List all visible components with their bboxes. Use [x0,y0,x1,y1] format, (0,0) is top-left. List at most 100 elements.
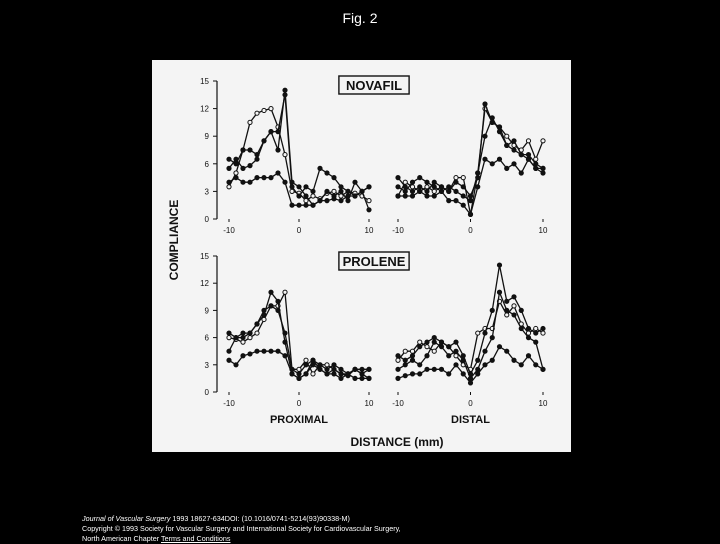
data-point [446,344,452,350]
series-line [397,264,544,376]
data-point [296,366,302,372]
data-point [275,298,281,304]
data-point [303,357,309,363]
data-point [240,330,246,336]
data-point [525,138,532,144]
data-point [417,184,423,190]
data-point [275,307,281,313]
data-point [533,330,539,336]
data-point [504,307,510,313]
y-tick-label: 15 [200,77,209,86]
data-point [366,375,372,381]
data-point [438,339,445,345]
data-point [417,362,423,368]
citation-footer: Journal of Vascular Surgery 1993 18627-6… [82,514,712,543]
data-point [359,366,365,372]
figure-title: Fig. 2 [342,10,378,26]
data-point [289,202,295,208]
data-point [275,348,281,354]
x-tick-label: 0 [468,226,473,235]
data-point [282,152,288,158]
data-point [511,312,517,318]
y-tick-label: 9 [205,306,210,315]
data-point [324,170,330,176]
data-point [431,188,437,194]
data-point [475,366,481,372]
data-point [317,198,323,204]
copyright-line: Copyright © 1993 Society for Vascular Su… [82,524,401,533]
data-point [525,156,532,162]
data-point [233,335,239,341]
data-point [540,330,546,336]
data-point [460,184,466,190]
data-point [331,362,337,368]
data-point [525,330,532,336]
data-point [331,196,337,202]
data-point [409,184,416,190]
shared-x-axis-label: DISTANCE (mm) [350,435,443,449]
data-point [489,115,495,121]
compliance-chart: 0 3 6 9 12 15 NOVAFIL -10 0 10 -10 0 10 0 3 6 9 12 15 PROLE… [167,75,548,449]
data-point [352,179,358,185]
data-point [460,357,466,363]
data-point [409,179,416,185]
y-tick-label: 15 [200,252,209,261]
data-point [482,362,488,368]
data-point [518,170,524,176]
data-point [282,87,288,93]
data-point [324,198,330,204]
data-point [496,262,503,268]
terms-link[interactable]: Terms and Conditions [160,534,231,543]
data-point [402,188,408,194]
data-point [303,362,309,368]
data-point [475,371,481,377]
data-point [296,375,302,381]
data-point [511,161,517,167]
data-point [338,193,344,199]
data-point [310,362,316,368]
data-point [345,198,351,204]
data-point [504,348,510,354]
data-point [275,170,281,176]
data-point [417,188,423,194]
data-point [475,184,481,190]
data-point [268,175,274,181]
data-point [409,353,416,359]
data-point [446,188,452,194]
data-point [395,375,401,381]
data-point [467,375,474,381]
data-point [511,357,517,363]
data-point [533,165,539,172]
data-point [240,353,246,359]
data-point [511,303,517,309]
y-tick-label: 0 [205,215,210,224]
data-point [438,184,445,190]
data-point [366,184,372,190]
data-point [226,348,232,354]
y-axis-label: COMPLIANCE [167,200,181,281]
data-point [431,179,437,185]
data-point [525,325,532,332]
publisher-name: North American Chapter [82,534,160,543]
data-point [460,202,466,208]
x-axis-label: DISTAL [451,414,490,426]
data-point [409,357,416,363]
data-point [460,193,466,199]
data-point [233,175,239,181]
data-point [438,366,445,372]
data-point [482,330,488,336]
data-point [482,133,488,139]
data-point [453,339,459,345]
data-point [489,307,495,313]
data-point [467,198,474,204]
data-point [240,147,246,153]
data-point [533,362,539,368]
data-point [247,119,253,126]
data-point [296,202,302,208]
data-point [540,165,546,172]
data-point [504,142,510,149]
data-point [240,179,246,185]
data-point [431,366,437,372]
data-point [460,175,466,181]
data-point [338,371,344,377]
